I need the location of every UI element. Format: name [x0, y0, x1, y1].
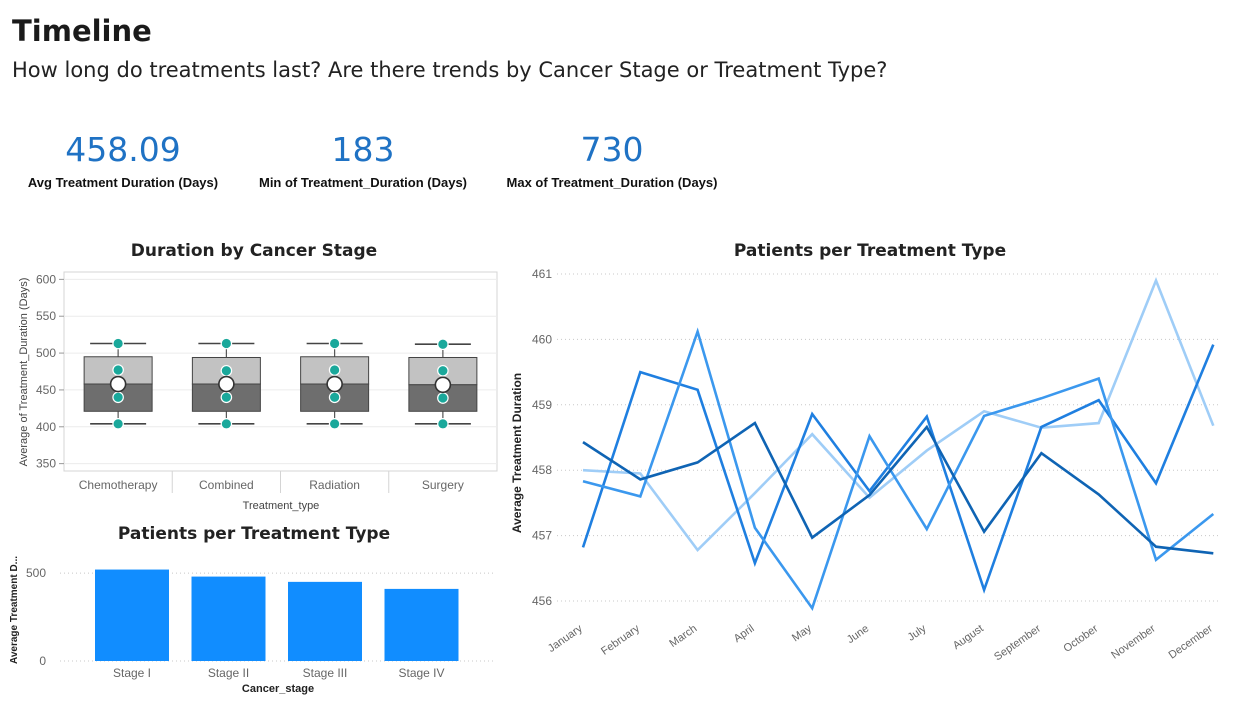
- box-data-point: [437, 364, 449, 377]
- series-line: [582, 421, 1214, 555]
- box-data-point: [112, 337, 124, 350]
- kpi-value: 730: [580, 130, 644, 169]
- kpi-label: Max of Treatment_Duration (Days): [506, 175, 718, 190]
- x-tick-label: February: [599, 622, 642, 657]
- y-axis-title: Average Treatment D...: [9, 556, 20, 664]
- x-tick-label: March: [667, 623, 699, 650]
- y-tick-label: 457: [532, 529, 552, 543]
- x-tick-label: October: [1061, 622, 1100, 654]
- box-data-point: [220, 418, 233, 430]
- y-axis-title: Average Treatment Duration: [510, 373, 524, 533]
- box-mean-marker: [434, 376, 452, 394]
- series-line: [581, 344, 1215, 594]
- x-axis-title: Cancer_stage: [242, 683, 314, 695]
- box-data-point: [112, 364, 124, 376]
- kpi-value: 458.09: [65, 130, 181, 169]
- box-mean-marker: [218, 375, 235, 393]
- y-tick-label: 350: [36, 457, 56, 471]
- y-tick-label: 458: [532, 463, 552, 477]
- page-subtitle: How long do treatments last? Are there t…: [12, 58, 888, 82]
- box-data-point: [328, 337, 341, 350]
- box-data-point: [328, 391, 341, 404]
- y-axis-title: Average of Treatment_Duration (Days): [18, 278, 30, 467]
- box-chart-duration-by-stage[interactable]: Duration by Cancer Stage 350 400 450 500 550 6…: [0, 230, 510, 520]
- y-tick-label: 550: [36, 309, 56, 323]
- y-tick-label: 500: [26, 566, 46, 580]
- box-data-point: [220, 364, 233, 377]
- bar-chart-patients-per-type[interactable]: Patients per Treatment Type 0 500 Stage I St…: [0, 515, 510, 704]
- y-tick-label: 456: [532, 594, 552, 608]
- series-line: [582, 276, 1215, 552]
- chart-title: Patients per Treatment Type: [734, 241, 1006, 261]
- x-tick-label: Stage I: [113, 666, 151, 680]
- x-tick-label: June: [845, 623, 871, 647]
- y-tick-label: 500: [36, 346, 56, 360]
- bar: [95, 569, 169, 661]
- x-tick-label: November: [1109, 622, 1158, 661]
- y-tick-label: 0: [39, 654, 46, 668]
- box-data-point: [220, 337, 233, 350]
- box-data-point: [437, 392, 449, 404]
- kpi-card-max-duration[interactable]: 730 Max of Treatment_Duration (Days): [496, 130, 728, 190]
- kpi-card-avg-duration[interactable]: 458.09 Avg Treatment Duration (Days): [18, 130, 228, 190]
- box-data-point: [328, 418, 341, 430]
- x-tick-label: May: [790, 622, 814, 644]
- box-data-point: [112, 391, 124, 404]
- bar: [288, 581, 362, 661]
- chart-title: Patients per Treatment Type: [118, 524, 390, 544]
- y-tick-label: 460: [532, 332, 552, 346]
- box-mean-marker: [109, 375, 127, 393]
- x-tick-label: Chemotherapy: [79, 478, 158, 492]
- box-data-point: [220, 391, 233, 404]
- y-tick-label: 461: [532, 267, 552, 281]
- box-data-point: [437, 418, 449, 430]
- x-tick-label: December: [1167, 622, 1216, 661]
- x-tick-label: Surgery: [422, 478, 464, 492]
- x-tick-label: July: [906, 622, 929, 643]
- y-tick-label: 459: [532, 398, 552, 412]
- x-tick-label: Radiation: [309, 478, 360, 492]
- x-tick-label: January: [546, 622, 585, 655]
- series-line: [582, 327, 1215, 612]
- box-mean-marker: [326, 375, 343, 393]
- kpi-label: Min of Treatment_Duration (Days): [258, 175, 468, 190]
- x-tick-label: Combined: [199, 478, 254, 492]
- kpi-value: 183: [331, 130, 395, 169]
- x-axis-title: Treatment_type: [243, 500, 320, 512]
- box-data-point: [112, 418, 124, 430]
- line-chart-patients-per-type[interactable]: Patients per Treatment Type 456 457 458 459 4…: [505, 230, 1240, 704]
- box-data-point: [328, 364, 341, 376]
- x-tick-label: April: [732, 623, 757, 645]
- y-tick-label: 400: [36, 420, 56, 434]
- x-tick-label: Stage IV: [398, 666, 444, 680]
- x-tick-label: August: [951, 623, 986, 652]
- box-data-point: [437, 338, 449, 351]
- bar: [191, 576, 266, 661]
- x-tick-label: Stage III: [303, 666, 348, 680]
- x-tick-label: September: [992, 622, 1043, 663]
- kpi-label: Avg Treatment Duration (Days): [27, 175, 219, 190]
- bar: [384, 588, 459, 661]
- y-tick-label: 450: [36, 383, 56, 397]
- page-title: Timeline: [12, 14, 152, 48]
- x-tick-label: Stage II: [208, 666, 249, 680]
- kpi-card-min-duration[interactable]: 183 Min of Treatment_Duration (Days): [246, 130, 480, 190]
- chart-title: Duration by Cancer Stage: [131, 241, 377, 261]
- y-tick-label: 600: [36, 272, 56, 286]
